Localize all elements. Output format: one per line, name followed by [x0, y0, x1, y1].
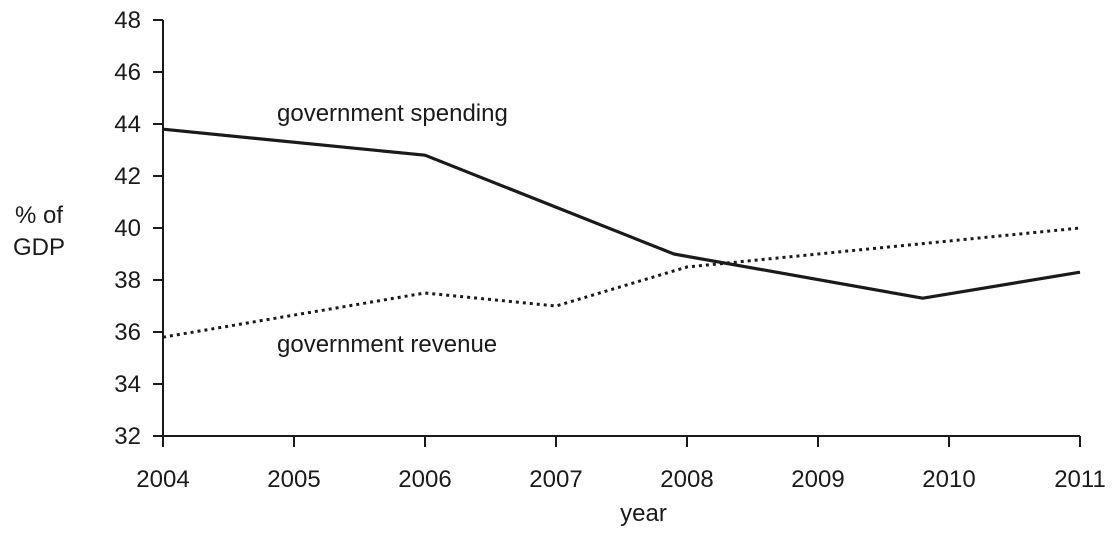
y-axis: 32 34 36 38 40 42 44 46 48 % of GDP [13, 7, 164, 450]
y-tick-label: 46 [114, 59, 141, 86]
revenue-series-line [162, 226, 1081, 339]
y-tick-label: 40 [114, 215, 141, 242]
x-tick-label: 2007 [529, 466, 582, 493]
series-layer [162, 127, 1081, 339]
x-tick-label: 2008 [660, 466, 713, 493]
x-axis: 2004 2005 2006 2007 2008 2009 2010 2011 year [136, 435, 1106, 527]
y-tick-label: 48 [114, 7, 141, 34]
labels-layer: government spending government revenue [277, 100, 508, 358]
x-tick-label: 2011 [1054, 466, 1106, 493]
x-tick-label: 2009 [791, 466, 844, 493]
spending-series-label: government spending [277, 100, 508, 127]
x-axis-title: year [620, 500, 667, 527]
revenue-series-label: government revenue [277, 331, 497, 358]
y-tick-label: 36 [114, 319, 141, 346]
y-axis-title-line: GDP [13, 234, 65, 261]
y-tick-label: 34 [114, 371, 141, 398]
y-tick-label: 44 [114, 111, 141, 138]
y-tick-label: 38 [114, 267, 141, 294]
spending-series-line [162, 127, 1081, 300]
y-axis-title-line: % of [15, 202, 63, 229]
y-tick-label: 32 [114, 423, 141, 450]
x-tick-label: 2010 [922, 466, 975, 493]
x-tick-label: 2005 [267, 466, 320, 493]
y-tick-label: 42 [114, 163, 141, 190]
x-tick-label: 2004 [136, 466, 189, 493]
x-tick-label: 2006 [398, 466, 451, 493]
